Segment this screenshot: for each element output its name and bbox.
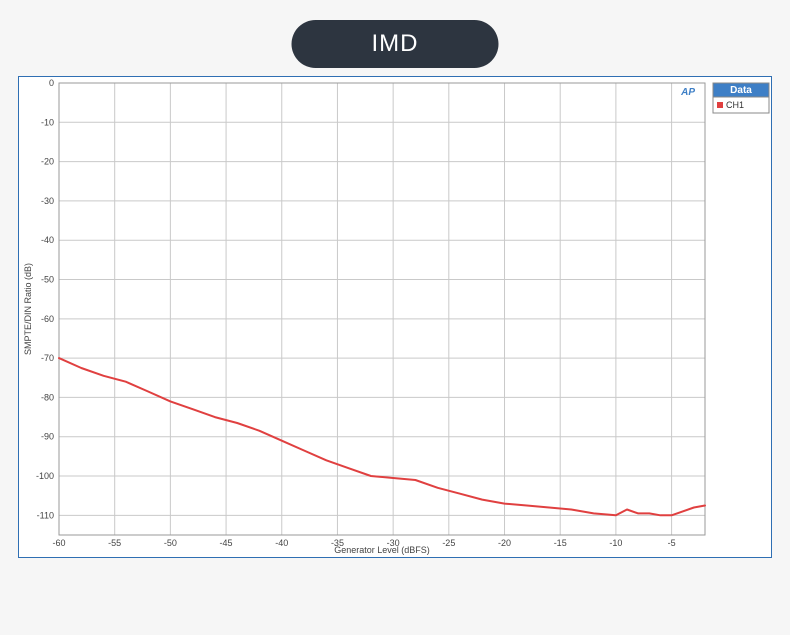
y-tick-label: -10 <box>41 117 54 127</box>
y-tick-label: -70 <box>41 353 54 363</box>
y-tick-label: -40 <box>41 235 54 245</box>
legend-item-label: CH1 <box>726 100 744 110</box>
x-tick-label: -15 <box>554 538 567 548</box>
x-axis-label: Generator Level (dBFS) <box>334 545 430 555</box>
y-tick-label: -30 <box>41 196 54 206</box>
legend-header-label: Data <box>730 85 752 96</box>
x-tick-label: -25 <box>442 538 455 548</box>
page-root: IMD -60-55-50-45-40-35-30-25-20-15-10-50… <box>0 0 790 635</box>
y-tick-label: -60 <box>41 314 54 324</box>
x-tick-label: -10 <box>609 538 622 548</box>
y-tick-label: 0 <box>49 78 54 88</box>
y-tick-label: -110 <box>37 510 54 520</box>
x-tick-label: -40 <box>275 538 288 548</box>
legend-swatch <box>717 102 723 108</box>
x-tick-label: -50 <box>164 538 177 548</box>
imd-line-chart: -60-55-50-45-40-35-30-25-20-15-10-50-10-… <box>19 77 771 557</box>
y-tick-label: -20 <box>41 157 54 167</box>
plot-area <box>59 83 705 535</box>
brand-icon: AP <box>680 87 695 98</box>
x-tick-label: -60 <box>52 538 65 548</box>
y-tick-label: -90 <box>41 432 54 442</box>
y-tick-label: -100 <box>36 471 54 481</box>
x-tick-label: -5 <box>668 538 676 548</box>
x-tick-label: -55 <box>108 538 121 548</box>
x-tick-label: -20 <box>498 538 511 548</box>
y-tick-label: -50 <box>41 275 54 285</box>
y-tick-label: -80 <box>41 392 54 402</box>
y-axis-label: SMPTE/DIN Ratio (dB) <box>23 263 33 355</box>
x-tick-label: -45 <box>220 538 233 548</box>
chart-container: -60-55-50-45-40-35-30-25-20-15-10-50-10-… <box>18 76 772 558</box>
page-title: IMD <box>292 20 499 68</box>
